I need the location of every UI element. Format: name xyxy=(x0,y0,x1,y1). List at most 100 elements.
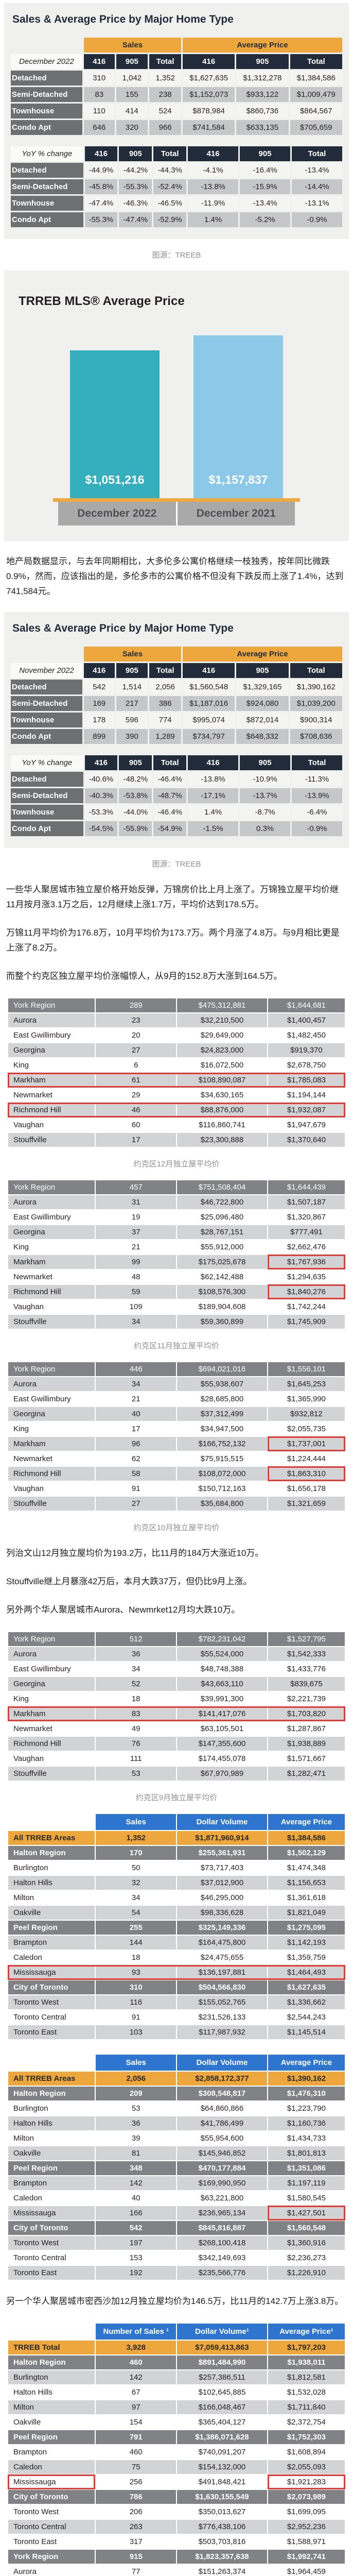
cell: $1,785,083 xyxy=(268,1073,345,1087)
table-row: Stouffville 53 $67,970,989 $1,282,471 xyxy=(8,1766,345,1781)
table-row: Burlington 53 $64,860,866 $1,223,790 xyxy=(8,2101,345,2115)
table-row: King 18 $39,991,300 $2,221,739 xyxy=(8,1691,345,1706)
table-row: York Region 289 $475,312,881 $1,644,681 xyxy=(8,998,345,1012)
cell: 91 xyxy=(96,1481,176,1496)
cell: Toronto East xyxy=(8,2534,95,2549)
cell: $1,370,640 xyxy=(268,1132,345,1147)
cell: -45.8% xyxy=(84,179,118,194)
table-row: Georgina 40 $37,312,499 $932,812 xyxy=(8,1406,345,1421)
table-row: Condo Apt 899 390 1,289 $734,797 $648,332 $708… xyxy=(11,729,342,744)
cell: $503,703,816 xyxy=(177,2534,267,2549)
cell: -10.9% xyxy=(240,772,291,787)
cell: 348 xyxy=(96,2161,176,2175)
cell: $1,359,759 xyxy=(268,1950,345,1964)
cell: $108,576,300 xyxy=(177,1284,267,1299)
cell: 19 xyxy=(96,1210,176,1224)
cell: 17 xyxy=(96,1132,176,1147)
cell: 310 xyxy=(83,71,115,86)
cell: $2,544,243 xyxy=(268,2010,345,2024)
cell: City of Toronto xyxy=(8,1980,95,1994)
cell: $1,863,310 xyxy=(267,1466,346,1481)
cell: $1,433,776 xyxy=(268,1662,345,1676)
cell: -0.9% xyxy=(292,821,342,837)
cell: 905 xyxy=(116,663,148,679)
data-table: Sales Dollar Volume Average Price All TRREB… xyxy=(7,1813,346,2040)
cell: $1,336,662 xyxy=(268,1995,345,2009)
cell: -47.4% xyxy=(84,196,118,211)
york-september-caption: 约克区9月独立屋平均价 xyxy=(135,1793,218,1802)
cell: $1,711,840 xyxy=(268,2400,345,2414)
home-type-card-november: Sales & Average Price by Major Home Type… xyxy=(4,612,349,849)
cell: -46.5% xyxy=(153,196,187,211)
cell: 36 xyxy=(96,1647,176,1661)
table-row: Toronto West 116 $155,052,765 $1,336,662 xyxy=(8,1995,345,2009)
cell: -11.3% xyxy=(292,772,342,787)
table-row: All TRREB Areas 1,352 $1,871,960,914 $1,384… xyxy=(8,1831,345,1845)
cell: -13.4% xyxy=(292,163,342,178)
cell: 2,056 xyxy=(96,2071,176,2086)
cell: $1,507,187 xyxy=(268,1195,345,1209)
cell: -44.9% xyxy=(84,163,118,178)
cell: $1,312,278 xyxy=(236,71,289,86)
cell: Average Price xyxy=(183,38,342,53)
cell: $166,048,467 xyxy=(177,2400,267,2414)
cell: $933,122 xyxy=(236,87,289,102)
table-row: City of Toronto 542 $845,816,887 $1,560,548 xyxy=(8,2221,345,2235)
cell: 29 xyxy=(96,1088,176,1102)
cell: -6.4% xyxy=(292,805,342,820)
cell: $62,142,488 xyxy=(177,1269,267,1284)
cell: $2,055,093 xyxy=(268,2460,345,2474)
cell: $734,797 xyxy=(183,729,235,744)
cell: $1,752,303 xyxy=(268,2430,345,2444)
cell: $2,662,476 xyxy=(268,1240,345,1254)
cell: 20 xyxy=(96,1028,176,1042)
cell: $864,567 xyxy=(290,104,342,118)
cell: 915 xyxy=(96,2549,176,2564)
table-row: East Gwillimbury 34 $48,748,388 $1,433,776 xyxy=(8,1662,345,1676)
cell: $1,932,087 xyxy=(268,1103,345,1117)
cell: $1,384,586 xyxy=(268,1831,345,1845)
cell: $751,508,404 xyxy=(177,1180,267,1194)
table-row: Vaughan 111 $174,455,078 $1,571,667 xyxy=(8,1751,345,1766)
cell: Average Price xyxy=(268,1814,345,1830)
cell: 0.3% xyxy=(240,821,291,837)
cell: 110 xyxy=(83,104,115,118)
cell: 414 xyxy=(116,104,148,118)
cell: 144 xyxy=(96,1935,176,1950)
cell: 46 xyxy=(96,1103,176,1117)
cell: $1,527,795 xyxy=(268,1632,345,1646)
cell: $1,351,086 xyxy=(268,2161,345,2175)
cell: 52 xyxy=(96,1676,176,1691)
cell: $175,025,678 xyxy=(177,1255,267,1269)
cell: Markham xyxy=(8,1436,95,1451)
cell: $34,630,165 xyxy=(177,1088,267,1102)
home-type-yoy-table-december: YoY % change 416 905 Total 416 905 Total Detach… xyxy=(9,145,344,229)
cell: $1,532,028 xyxy=(268,2385,345,2399)
cell: Brampton xyxy=(8,1935,95,1950)
cell: Aurora xyxy=(8,2564,95,2576)
cell: Halton Hills xyxy=(8,1875,95,1890)
table-row: East Gwillimbury 19 $25,096,480 $1,320,867 xyxy=(8,1210,345,1224)
table-row: Georgina 27 $24,823,000 $919,370 xyxy=(8,1043,345,1057)
cell: 34 xyxy=(96,1377,176,1391)
cell: 27 xyxy=(96,1496,176,1511)
cell: $1,921,283 xyxy=(267,2474,346,2489)
cell: 169 xyxy=(83,696,115,711)
table-header-row: Sales Dollar Volume Average Price xyxy=(8,2054,345,2071)
cell: $1,627,635 xyxy=(183,71,235,86)
cell: 899 xyxy=(83,729,115,744)
cell: 54 xyxy=(96,1905,176,1920)
cell: East Gwillimbury xyxy=(8,1662,95,1676)
cell: $46,722,800 xyxy=(177,1195,267,1209)
cell: $2,952,236 xyxy=(268,2519,345,2534)
cell: $108,072,000 xyxy=(177,1466,267,1481)
cell: 77 xyxy=(96,2564,176,2576)
cell: Richmond Hill xyxy=(8,1103,95,1117)
column-header-row: December 2022 416 905 Total 416 905 Total xyxy=(11,54,342,69)
cell: $28,685,800 xyxy=(177,1392,267,1406)
paragraph-richmond-hill: 列治文山12月独立屋均价为193.2万，比11月的184万大涨近10万。 xyxy=(6,1548,264,1558)
cell: $350,013,627 xyxy=(177,2504,267,2519)
cell: $166,752,132 xyxy=(177,1436,267,1451)
cell: $365,404,127 xyxy=(177,2415,267,2429)
cell: 192 xyxy=(96,2265,176,2280)
